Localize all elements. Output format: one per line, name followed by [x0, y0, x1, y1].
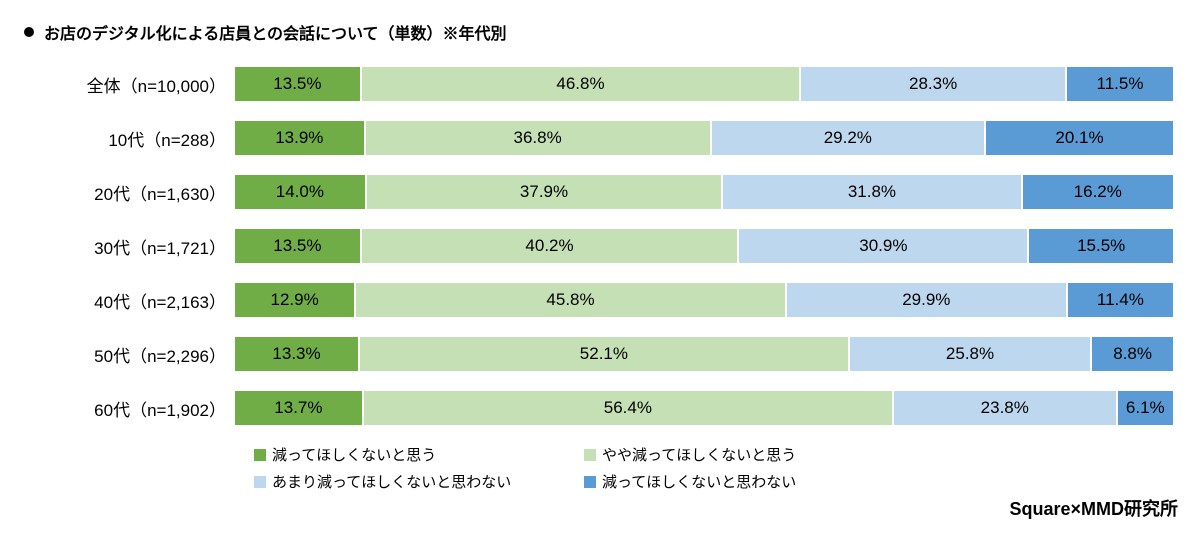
bar-segment-s2: 40.2%: [361, 228, 739, 264]
bar-segment-s2: 56.4%: [363, 390, 893, 426]
bar-segment-s1: 13.7%: [234, 390, 363, 426]
legend-item: あまり減ってほしくないと思わない: [254, 471, 544, 492]
chart-row: 50代（n=2,296）13.3%52.1%25.8%8.8%: [24, 336, 1176, 372]
chart-row: 全体（n=10,000）13.5%46.8%28.3%11.5%: [24, 66, 1176, 102]
bar-segment-s1: 13.9%: [234, 120, 365, 156]
chart-source: Square×MMD研究所: [1009, 495, 1178, 521]
legend-label: あまり減ってほしくないと思わない: [272, 471, 511, 492]
bar-segment-s2: 37.9%: [366, 174, 723, 210]
bar-segment-s3: 30.9%: [738, 228, 1028, 264]
bar-segment-s2: 45.8%: [355, 282, 786, 318]
chart-row: 10代（n=288）13.9%36.8%29.2%20.1%: [24, 120, 1176, 156]
legend-item: 減ってほしくないと思う: [254, 444, 544, 465]
bar-segment-s3: 23.8%: [893, 390, 1117, 426]
row-label: 50代（n=2,296）: [24, 342, 234, 367]
bar-segment-s4: 11.4%: [1067, 282, 1174, 318]
stacked-bar: 13.5%40.2%30.9%15.5%: [234, 228, 1174, 264]
chart-legend: 減ってほしくないと思う やや減ってほしくないと思うあまり減ってほしくないと思わない…: [254, 444, 914, 492]
stacked-bar: 13.3%52.1%25.8%8.8%: [234, 336, 1174, 372]
bar-segment-s3: 29.9%: [786, 282, 1067, 318]
bar-segment-s1: 14.0%: [234, 174, 366, 210]
bar-segment-s4: 11.5%: [1066, 66, 1174, 102]
row-label: 30代（n=1,721）: [24, 234, 234, 259]
bar-segment-s4: 6.1%: [1117, 390, 1174, 426]
bar-segment-s3: 25.8%: [849, 336, 1092, 372]
chart-row: 30代（n=1,721）13.5%40.2%30.9%15.5%: [24, 228, 1176, 264]
bar-segment-s2: 46.8%: [361, 66, 800, 102]
chart-title-row: お店のデジタル化による店員との会話について（単数）※年代別: [24, 20, 1176, 44]
bar-segment-s4: 16.2%: [1022, 174, 1174, 210]
bar-segment-s2: 36.8%: [365, 120, 711, 156]
bar-segment-s4: 20.1%: [985, 120, 1174, 156]
legend-swatch-icon: [584, 476, 596, 488]
chart-row: 40代（n=2,163）12.9%45.8%29.9%11.4%: [24, 282, 1176, 318]
legend-swatch-icon: [254, 449, 266, 461]
row-label: 10代（n=288）: [24, 126, 234, 151]
chart-title: お店のデジタル化による店員との会話について（単数）※年代別: [44, 20, 507, 44]
bar-segment-s4: 15.5%: [1028, 228, 1174, 264]
bar-segment-s1: 13.5%: [234, 66, 361, 102]
bar-segment-s1: 12.9%: [234, 282, 355, 318]
legend-swatch-icon: [254, 476, 266, 488]
legend-item: やや減ってほしくないと思う: [584, 444, 874, 465]
bar-segment-s3: 28.3%: [800, 66, 1066, 102]
bar-segment-s4: 8.8%: [1091, 336, 1174, 372]
stacked-bar: 13.7%56.4%23.8%6.1%: [234, 390, 1174, 426]
stacked-bar: 13.5%46.8%28.3%11.5%: [234, 66, 1174, 102]
stacked-bar: 12.9%45.8%29.9%11.4%: [234, 282, 1174, 318]
chart-row: 60代（n=1,902）13.7%56.4%23.8%6.1%: [24, 390, 1176, 426]
bar-segment-s3: 29.2%: [711, 120, 985, 156]
legend-label: 減ってほしくないと思う: [272, 444, 436, 465]
bar-segment-s3: 31.8%: [722, 174, 1021, 210]
row-label: 全体（n=10,000）: [24, 72, 234, 97]
stacked-bar-chart: 全体（n=10,000）13.5%46.8%28.3%11.5%10代（n=28…: [24, 66, 1176, 426]
row-label: 60代（n=1,902）: [24, 396, 234, 421]
stacked-bar: 13.9%36.8%29.2%20.1%: [234, 120, 1174, 156]
bar-segment-s1: 13.5%: [234, 228, 361, 264]
bar-segment-s2: 52.1%: [359, 336, 849, 372]
chart-row: 20代（n=1,630）14.0%37.9%31.8%16.2%: [24, 174, 1176, 210]
row-label: 40代（n=2,163）: [24, 288, 234, 313]
row-label: 20代（n=1,630）: [24, 180, 234, 205]
legend-swatch-icon: [584, 449, 596, 461]
legend-item: 減ってほしくないと思わない: [584, 471, 874, 492]
stacked-bar: 14.0%37.9%31.8%16.2%: [234, 174, 1174, 210]
legend-label: やや減ってほしくないと思う: [602, 444, 796, 465]
legend-label: 減ってほしくないと思わない: [602, 471, 796, 492]
bar-segment-s1: 13.3%: [234, 336, 359, 372]
title-bullet-icon: [24, 27, 34, 37]
